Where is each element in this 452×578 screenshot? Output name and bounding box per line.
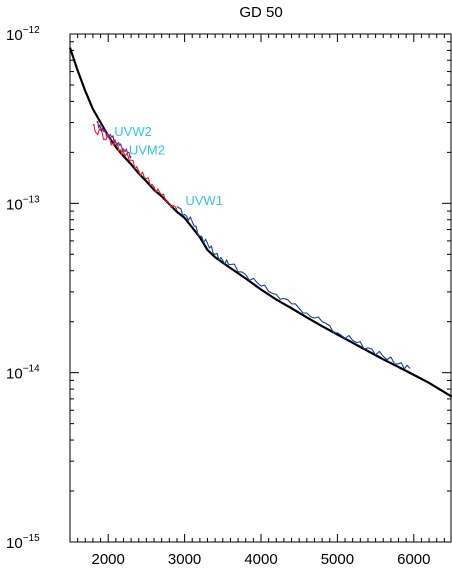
y-tick-label: 10−13: [6, 194, 40, 213]
chart-title: GD 50: [239, 4, 282, 21]
x-tick-label: 6000: [397, 551, 430, 568]
plot-axes: 2000 3000 4000 5000 6000 10−12 10−13 10−14 10−15: [6, 25, 452, 568]
series-label-uvm2: UVM2: [129, 143, 165, 158]
series-label-uvw1: UVW1: [185, 193, 223, 208]
x-tick-label: 4000: [244, 551, 277, 568]
x-tick-label: 2000: [92, 551, 125, 568]
y-tick-label: 10−14: [6, 364, 40, 383]
series-line-uvw2: [96, 120, 132, 159]
plot-series: [68, 47, 452, 398]
x-tick-label: 5000: [321, 551, 354, 568]
y-tick-label: 10−15: [6, 533, 40, 552]
series-labels: UVW1 UVM2 UVW2: [114, 124, 223, 208]
y-tick-label: 10−12: [6, 25, 40, 44]
x-tick-label: 3000: [168, 551, 201, 568]
series-line-uvw1: [176, 205, 411, 370]
series-line-model: [68, 47, 452, 398]
series-line-uvm2: [92, 123, 178, 210]
series-label-uvw2: UVW2: [114, 124, 152, 139]
